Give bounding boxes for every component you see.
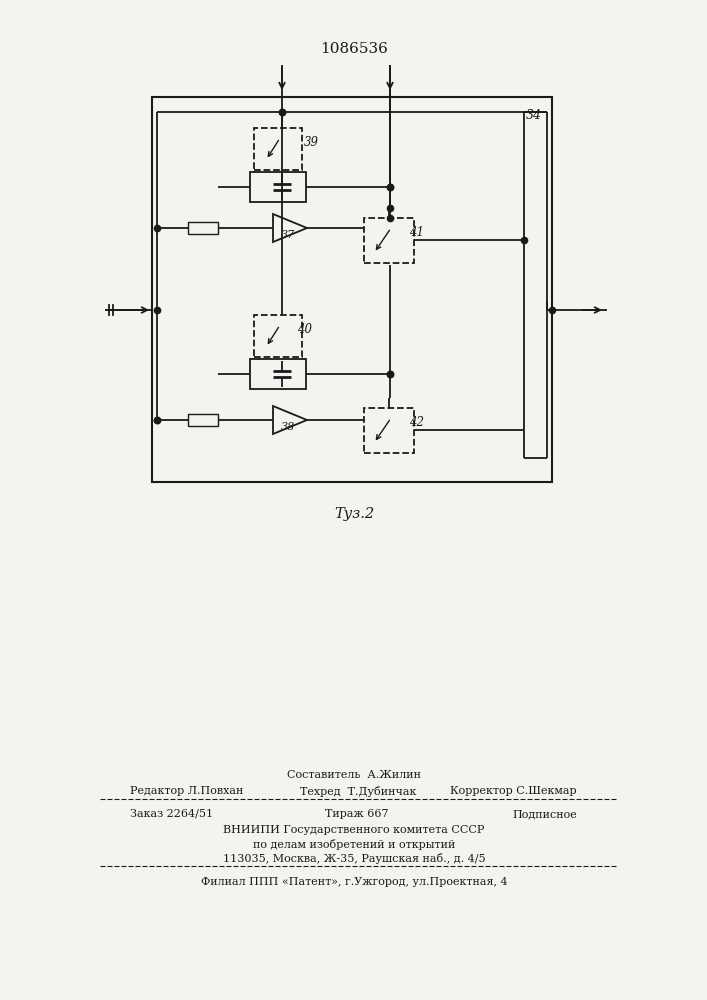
Text: Техред  Т.Дубинчак: Техред Т.Дубинчак <box>300 786 416 797</box>
Bar <box>254 315 302 357</box>
Text: 42: 42 <box>409 416 424 429</box>
Text: Корректор С.Шекмар: Корректор С.Шекмар <box>450 786 577 796</box>
Text: 40: 40 <box>297 323 312 336</box>
Text: 38: 38 <box>281 422 295 432</box>
Text: 34: 34 <box>526 109 542 122</box>
Bar <box>152 97 552 482</box>
Bar <box>250 172 306 202</box>
Text: Подписное: Подписное <box>513 809 577 819</box>
Text: по делам изобретений и открытий: по делам изобретений и открытий <box>253 839 455 850</box>
Text: Редактор Л.Повхан: Редактор Л.Повхан <box>130 786 243 796</box>
Text: Составитель  А.Жилин: Составитель А.Жилин <box>287 770 421 780</box>
Text: 41: 41 <box>409 226 424 239</box>
Text: 113035, Москва, Ж-35, Раушская наб., д. 4/5: 113035, Москва, Ж-35, Раушская наб., д. … <box>223 853 485 864</box>
Bar <box>254 128 302 170</box>
Bar <box>188 414 218 426</box>
Bar <box>188 222 218 234</box>
Bar <box>364 408 414 453</box>
Text: 1086536: 1086536 <box>320 42 388 56</box>
Text: 39: 39 <box>304 136 319 149</box>
Text: Филиал ППП «Патент», г.Ужгород, ул.Проектная, 4: Филиал ППП «Патент», г.Ужгород, ул.Проек… <box>201 877 508 887</box>
Text: Тираж 667: Тираж 667 <box>325 809 389 819</box>
Text: 37: 37 <box>281 230 295 240</box>
Bar <box>250 359 306 389</box>
Text: ВНИИПИ Государственного комитета СССР: ВНИИПИ Государственного комитета СССР <box>223 825 485 835</box>
Text: Τуз.2: Τуз.2 <box>334 507 374 521</box>
Text: Заказ 2264/51: Заказ 2264/51 <box>130 809 213 819</box>
Bar <box>364 218 414 263</box>
